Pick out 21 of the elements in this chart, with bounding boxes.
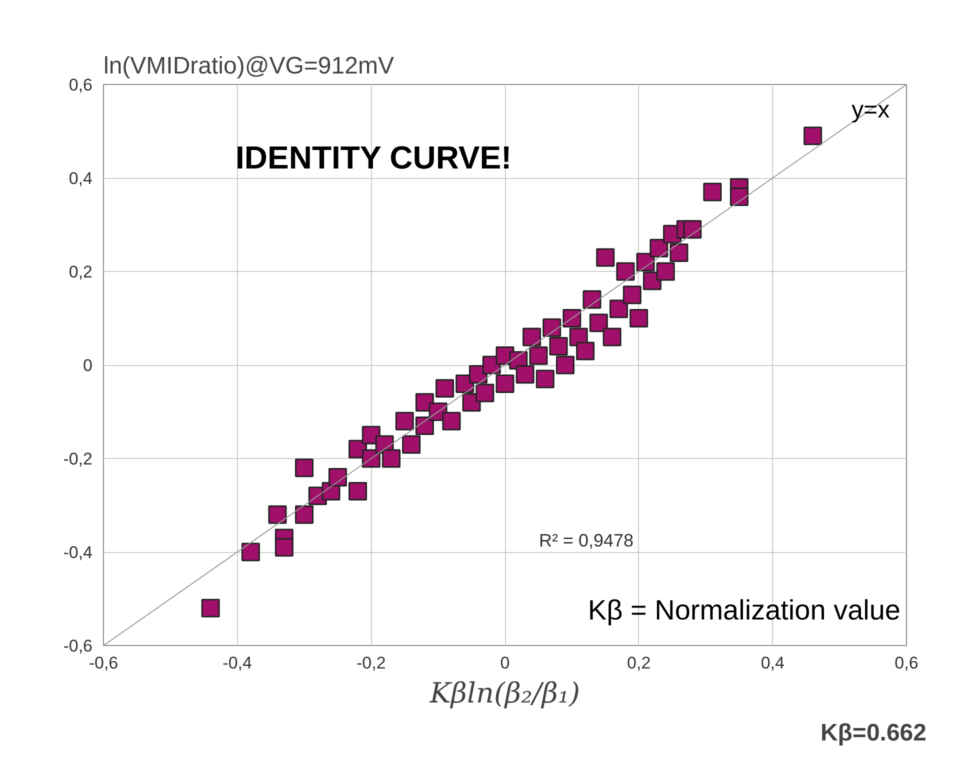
y-tick-label: 0,4 xyxy=(68,169,93,188)
y-tick-label: 0,6 xyxy=(68,76,93,94)
x-tick-label: 0 xyxy=(500,654,510,672)
x-tick-label: -0,4 xyxy=(222,654,252,672)
x-axis-title: Kβln(β₂/β₁) xyxy=(428,676,580,710)
x-tick-label: -0,6 xyxy=(88,654,118,672)
y-tick-label: -0,6 xyxy=(63,636,93,656)
annotation: IDENTITY CURVE! xyxy=(236,140,512,176)
x-tick-label: 0,6 xyxy=(894,654,918,672)
y-tick-label: -0,2 xyxy=(63,450,93,468)
x-tick-label: 0,4 xyxy=(760,654,784,672)
x-tick-label: 0,2 xyxy=(627,654,651,672)
x-tick-label: -0,2 xyxy=(356,654,386,672)
text: Kβ=0.662 xyxy=(820,720,927,746)
annotation: y=x xyxy=(852,96,890,124)
y-axis-title: ln(VMIDratio)@VG=912mV xyxy=(104,52,394,80)
annotation: Kβ = Normalization value xyxy=(588,594,901,626)
y-tick-label: 0,2 xyxy=(68,262,93,282)
y-tick-label: 0 xyxy=(83,356,93,375)
annotation: R² = 0,9478 xyxy=(538,530,634,550)
y-tick-label: -0,4 xyxy=(63,543,93,562)
